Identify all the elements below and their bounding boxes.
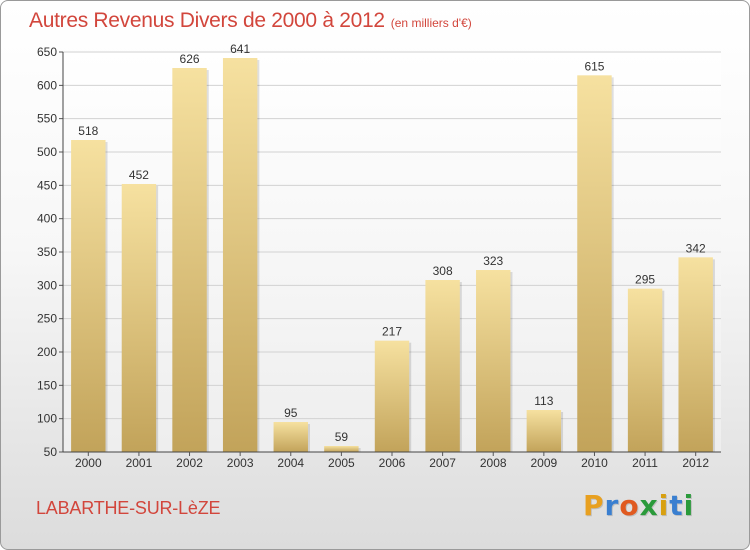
bars bbox=[71, 58, 715, 452]
bar-value-label: 308 bbox=[433, 264, 453, 278]
x-tick-label: 2006 bbox=[379, 456, 406, 470]
x-tick-label: 2008 bbox=[480, 456, 507, 470]
chart-title-main: Autres Revenus Divers de 2000 à 2012 bbox=[29, 9, 385, 32]
bar-value-label: 95 bbox=[284, 406, 298, 420]
x-tick-label: 2000 bbox=[75, 456, 102, 470]
bar bbox=[273, 422, 308, 452]
bar-value-label: 217 bbox=[382, 325, 402, 339]
brand-logo: Proxiti bbox=[583, 489, 694, 522]
y-tick-label: 500 bbox=[37, 145, 57, 159]
brand-letter: r bbox=[604, 489, 620, 522]
bar bbox=[172, 68, 207, 452]
y-tick-label: 450 bbox=[37, 178, 57, 192]
brand-letter: P bbox=[583, 489, 605, 522]
bar bbox=[476, 270, 511, 452]
brand-letter: i bbox=[683, 489, 695, 522]
bar bbox=[425, 280, 460, 452]
y-tick-label: 600 bbox=[37, 78, 57, 92]
bar bbox=[222, 58, 258, 452]
bar-value-label: 59 bbox=[335, 430, 349, 444]
bar-value-label: 641 bbox=[230, 42, 250, 56]
x-tick-label: 2004 bbox=[277, 456, 304, 470]
brand-letter: x bbox=[639, 489, 659, 522]
bar-value-label: 342 bbox=[686, 241, 706, 255]
bar-value-label: 113 bbox=[534, 394, 553, 408]
y-tick-label: 50 bbox=[44, 445, 58, 459]
bar bbox=[627, 288, 663, 452]
y-tick-label: 350 bbox=[37, 245, 57, 259]
y-tick-label: 100 bbox=[37, 412, 57, 426]
x-tick-label: 2003 bbox=[227, 456, 254, 470]
y-tick-label: 300 bbox=[37, 278, 57, 292]
x-tick-label: 2005 bbox=[328, 456, 355, 470]
x-axis-labels: 2000 2001 2002 2003 2004 2005 2006 2007 2008 2009… bbox=[75, 452, 709, 470]
bar bbox=[71, 140, 106, 452]
y-tick-label: 200 bbox=[37, 345, 57, 359]
bar bbox=[577, 75, 612, 452]
x-tick-label: 2001 bbox=[126, 456, 153, 470]
y-tick-label: 650 bbox=[37, 45, 57, 59]
x-tick-label: 2007 bbox=[429, 456, 456, 470]
y-tick-label: 150 bbox=[37, 378, 57, 392]
bar-value-label: 295 bbox=[635, 273, 655, 287]
y-axis-labels: 50 100 150 200 250 300 350 400 450 500 550 600 650 bbox=[37, 45, 57, 459]
y-tick-label: 550 bbox=[37, 112, 57, 126]
bar bbox=[324, 446, 359, 452]
y-tick-label: 250 bbox=[37, 312, 57, 326]
x-tick-label: 2011 bbox=[632, 456, 658, 470]
bar-value-label: 615 bbox=[584, 59, 604, 73]
bar bbox=[121, 184, 157, 452]
brand-letter: o bbox=[619, 489, 640, 522]
x-tick-label: 2009 bbox=[530, 456, 557, 470]
chart-title: Autres Revenus Divers de 2000 à 2012 (en … bbox=[29, 9, 472, 33]
x-tick-label: 2010 bbox=[581, 456, 608, 470]
commune-name: LABARTHE-SUR-LèZE bbox=[36, 498, 221, 518]
bar-value-label: 452 bbox=[129, 168, 149, 182]
bar bbox=[526, 410, 562, 452]
bar-value-label: 626 bbox=[180, 52, 200, 66]
bar-value-label: 518 bbox=[78, 124, 98, 138]
bar bbox=[374, 340, 410, 452]
brand-letter: i bbox=[658, 489, 670, 522]
value-labels: 518 452 626 641 95 59 217 308 323 113 615 295 342 bbox=[78, 42, 706, 444]
y-tick-label: 400 bbox=[37, 212, 57, 226]
x-tick-label: 2012 bbox=[682, 456, 709, 470]
chart-title-unit: (en milliers d'€) bbox=[390, 16, 472, 30]
bar bbox=[678, 257, 713, 452]
bar-value-label: 323 bbox=[483, 254, 503, 268]
brand-letter: t bbox=[669, 489, 684, 522]
x-tick-label: 2002 bbox=[176, 456, 203, 470]
